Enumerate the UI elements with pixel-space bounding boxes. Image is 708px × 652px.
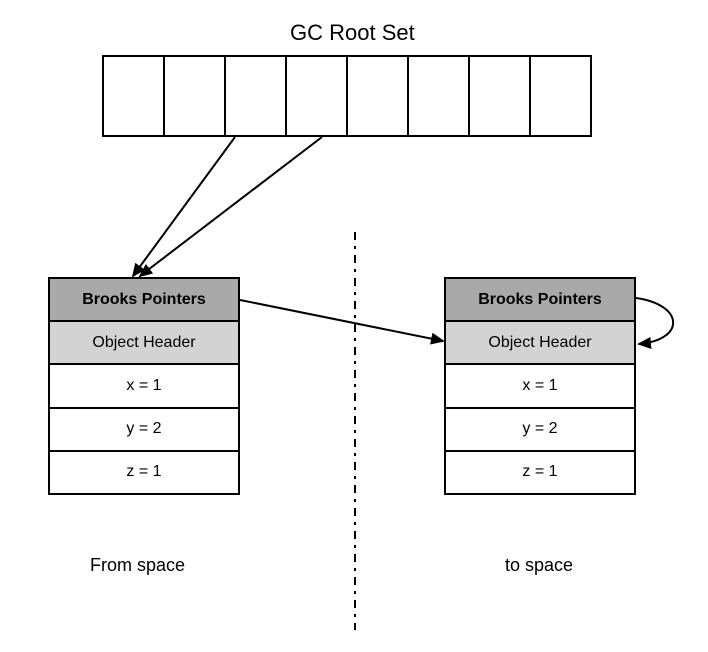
root-cell <box>409 57 470 135</box>
arrow-left-to-right <box>240 300 443 341</box>
root-cell <box>470 57 531 135</box>
diagram-title: GC Root Set <box>290 20 415 46</box>
root-cell <box>287 57 348 135</box>
object-row: Object Header <box>50 322 238 365</box>
arrow-root-to-left-b <box>140 137 322 276</box>
to-space-object: Brooks PointersObject Headerx = 1y = 2z … <box>444 277 636 495</box>
from-space-label: From space <box>90 555 185 576</box>
root-cell <box>165 57 226 135</box>
diagram-canvas: GC Root Set Brooks PointersObject Header… <box>0 0 708 652</box>
gc-root-set <box>102 55 592 137</box>
object-row: y = 2 <box>50 409 238 452</box>
arrow-root-to-left-a <box>133 137 235 276</box>
object-row: Object Header <box>446 322 634 365</box>
object-row: x = 1 <box>446 365 634 408</box>
arrow-right-self-loop <box>636 298 673 344</box>
root-cell <box>104 57 165 135</box>
root-cell <box>531 57 590 135</box>
object-row: z = 1 <box>50 452 238 493</box>
to-space-label: to space <box>505 555 573 576</box>
object-row: z = 1 <box>446 452 634 493</box>
root-cell <box>348 57 409 135</box>
object-row: x = 1 <box>50 365 238 408</box>
object-row: y = 2 <box>446 409 634 452</box>
from-space-object: Brooks PointersObject Headerx = 1y = 2z … <box>48 277 240 495</box>
object-row: Brooks Pointers <box>446 279 634 322</box>
root-cell <box>226 57 287 135</box>
object-row: Brooks Pointers <box>50 279 238 322</box>
